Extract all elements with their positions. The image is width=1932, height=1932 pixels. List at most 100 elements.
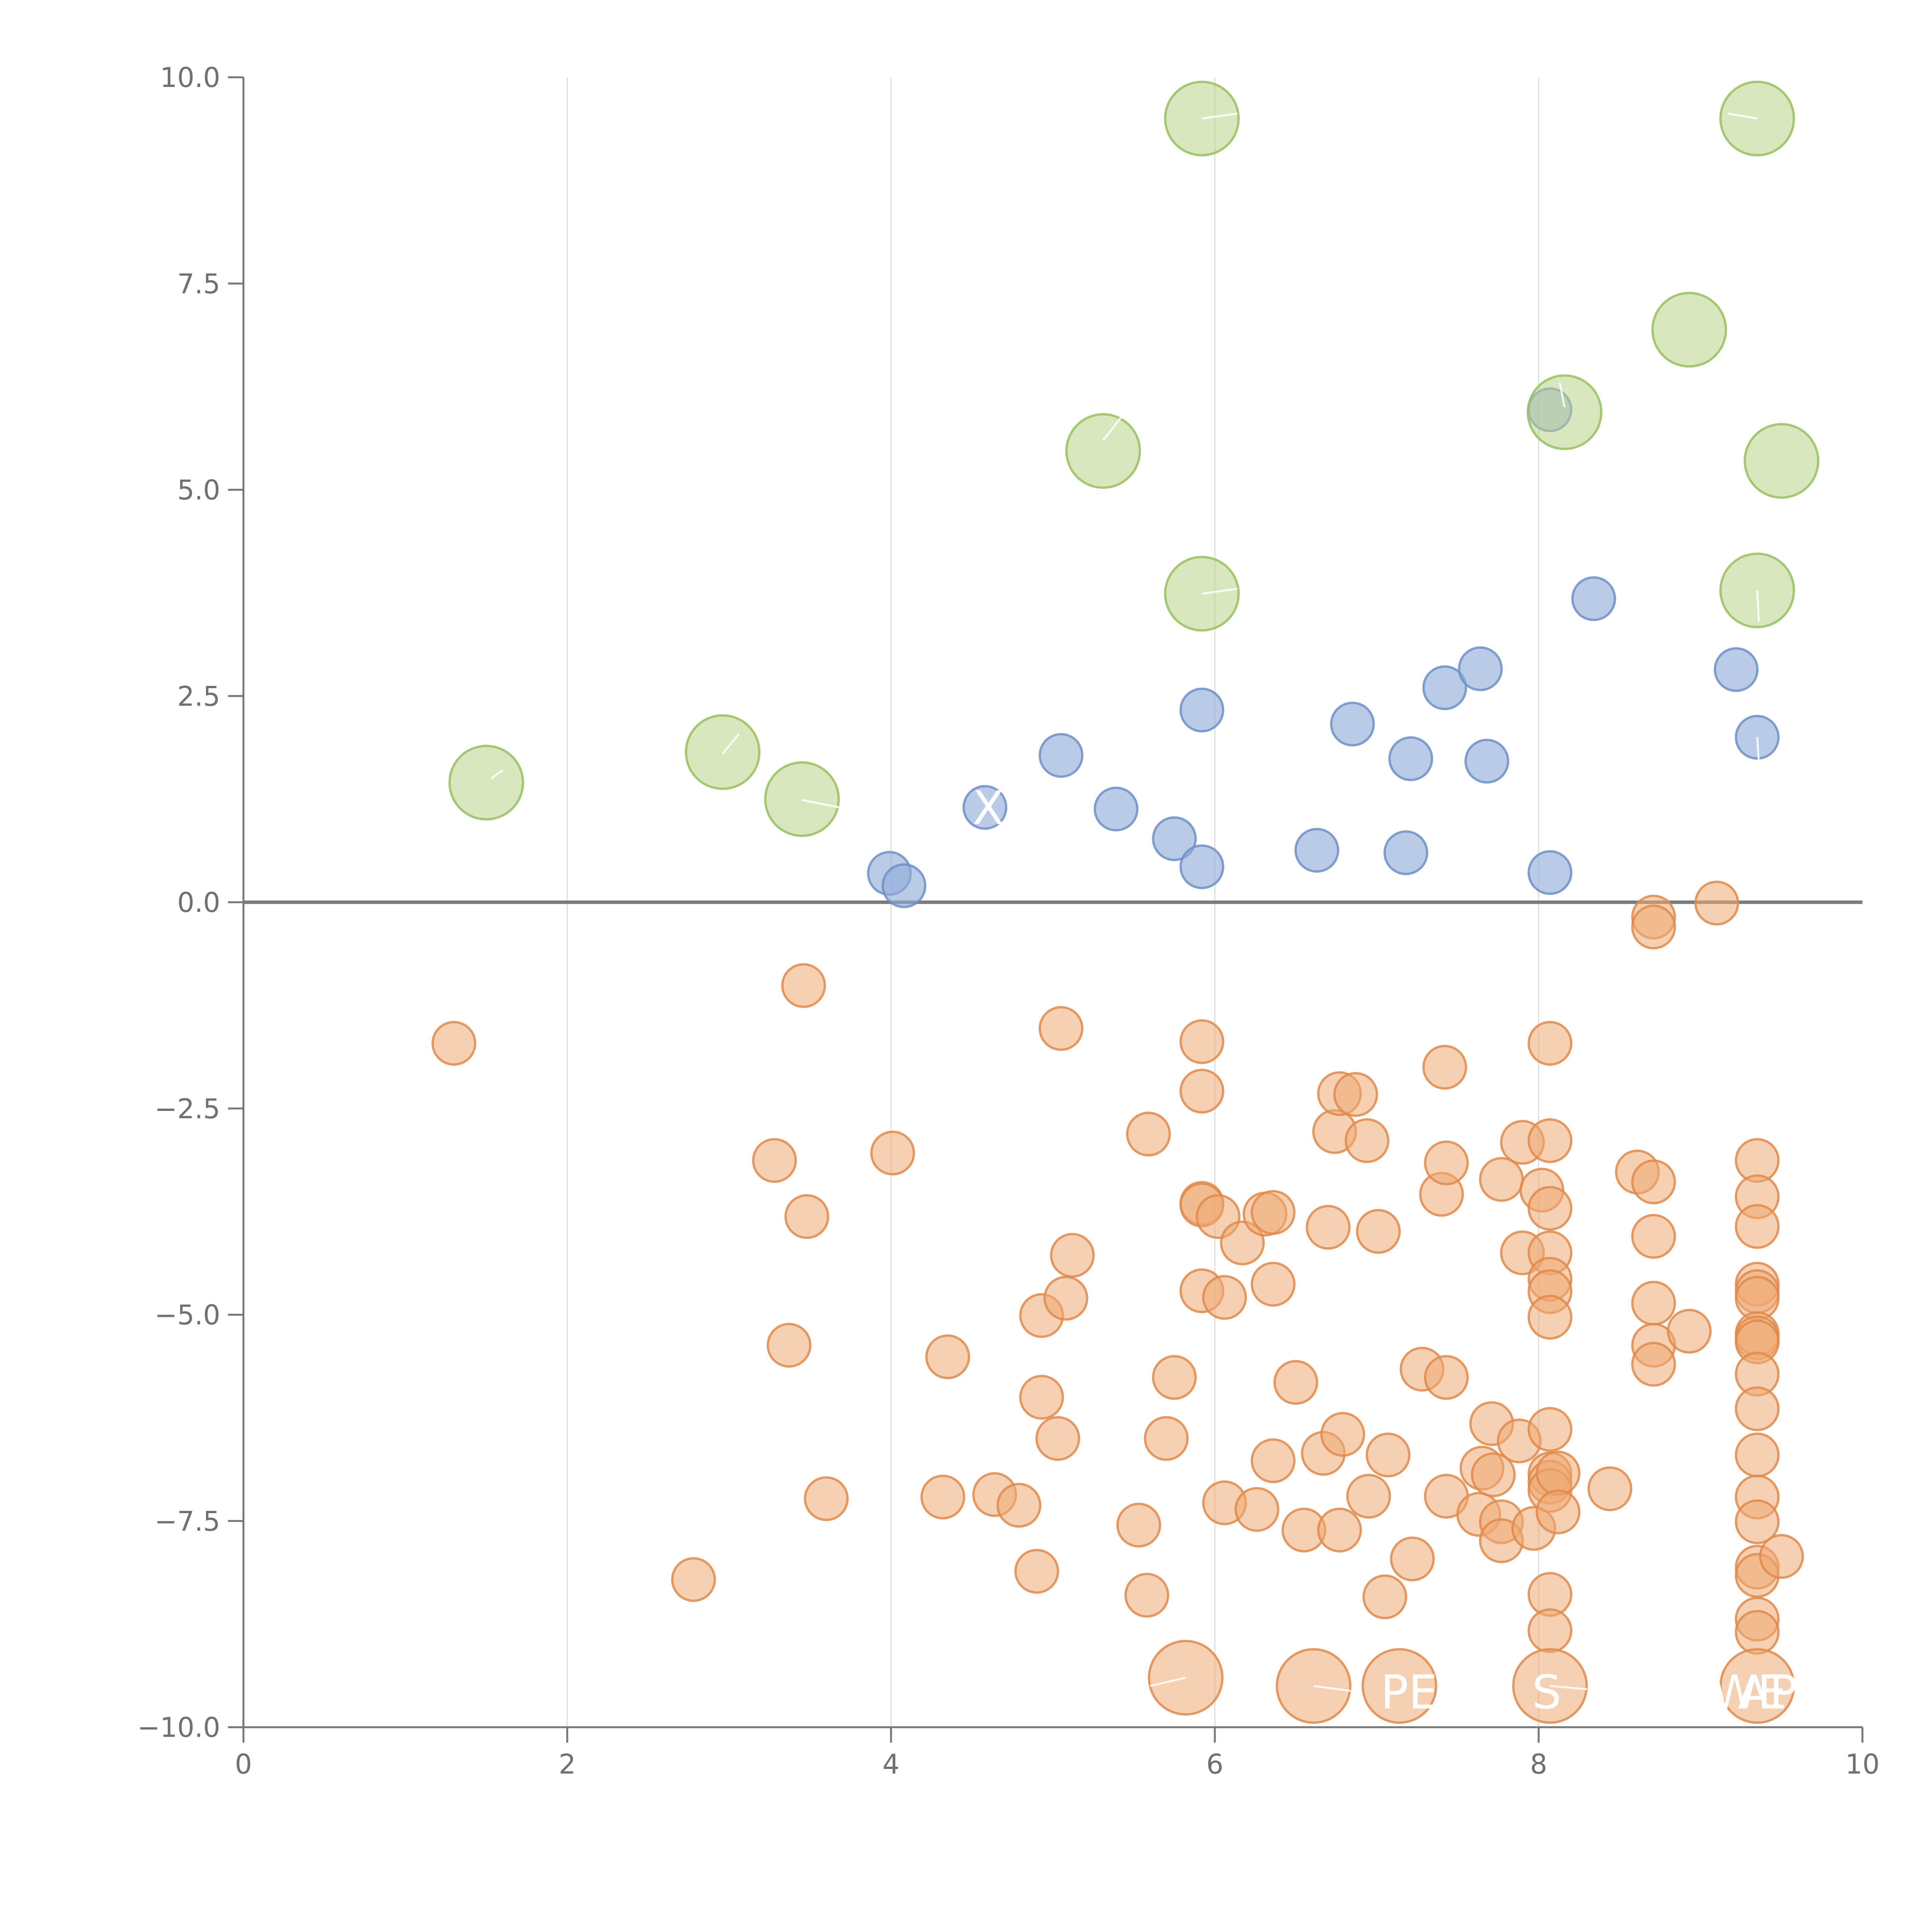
negative-small-point: [1362, 1574, 1407, 1619]
positive-small-point: [1094, 786, 1139, 832]
positive-small-point: [881, 863, 927, 908]
bubble-label: APP: [1738, 1666, 1825, 1720]
negative-small-point: [1527, 1118, 1573, 1163]
negative-small-point: [1014, 1549, 1060, 1594]
negative-small-point: [1390, 1536, 1435, 1582]
positive-small-point: [1152, 816, 1197, 861]
negative-small-point: [1152, 1355, 1197, 1400]
positive-small-point: [1464, 738, 1509, 784]
negative-small-point: [1735, 1386, 1780, 1431]
leader-line: [1202, 112, 1238, 120]
leader-line: [1550, 1685, 1587, 1690]
positive-small-point: [1571, 576, 1616, 621]
y-tick-label: −5.0: [155, 1299, 220, 1331]
positive-small-point: [1388, 736, 1433, 781]
negative-small-point: [1631, 905, 1676, 950]
y-tick-label: −2.5: [155, 1093, 220, 1125]
x-tick-label: 6: [1206, 1748, 1224, 1780]
negative-small-point: [1179, 1068, 1225, 1114]
negative-small-point: [1043, 1276, 1088, 1321]
negative-small-point: [1250, 1262, 1296, 1307]
bubble-label: WE: [1711, 1666, 1786, 1720]
leader-line: [722, 733, 740, 755]
leader-line: [1728, 112, 1758, 120]
positive-large-point: [1651, 292, 1727, 368]
negative-small-point: [1536, 1451, 1581, 1496]
negative-small-point: [1366, 1432, 1411, 1478]
negative-small-point: [1631, 1214, 1676, 1259]
negative-small-point: [1527, 1186, 1573, 1231]
negative-small-point: [1424, 1355, 1469, 1400]
positive-small-point: [1383, 830, 1429, 875]
y-tick-label: 0.0: [177, 887, 220, 918]
negative-small-point: [1527, 1608, 1573, 1653]
negative-small-point: [1306, 1205, 1351, 1250]
x-tick-label: 0: [235, 1748, 252, 1780]
negative-small-point: [1346, 1474, 1391, 1519]
negative-small-point: [1126, 1111, 1171, 1156]
negative-small-point: [804, 1476, 849, 1521]
x-tick-label: 10: [1845, 1748, 1879, 1780]
negative-small-point: [1471, 1452, 1516, 1497]
negative-small-point: [1667, 1309, 1712, 1354]
negative-small-point: [1116, 1502, 1162, 1548]
y-tick-label: 2.5: [177, 680, 220, 712]
axes: 0 2 4 6 8 10 −10.0 −7.5 −5.0 −2.5 0.0 2.5 5.0 7.5 10.0: [137, 62, 1879, 1780]
negative-small-point: [1144, 1416, 1189, 1461]
negative-small-point: [1631, 1281, 1676, 1326]
positive-large-point: [448, 745, 524, 821]
leader-line: [1102, 415, 1124, 441]
negative-small-point: [925, 1334, 970, 1379]
leader-line: [490, 769, 503, 779]
negative-small-point: [784, 1194, 830, 1239]
negative-small-point: [1050, 1233, 1095, 1278]
leader-line: [1150, 1677, 1186, 1687]
negative-small-point: [870, 1131, 915, 1176]
negative-small-point: [1344, 1118, 1389, 1163]
negative-small-point: [1631, 1342, 1676, 1387]
negative-large-point: [1361, 1648, 1437, 1724]
positive-small-point: [1294, 828, 1339, 873]
negative-small-point: [997, 1483, 1042, 1528]
positive-large-point: [764, 761, 840, 837]
leader-line: [1559, 382, 1566, 408]
negative-small-point: [752, 1138, 797, 1183]
negative-small-point: [671, 1557, 716, 1602]
negative-small-point: [1527, 1021, 1573, 1066]
negative-small-point: [1527, 1294, 1573, 1340]
negative-small-point: [1234, 1487, 1279, 1532]
negative-small-point: [1038, 1006, 1083, 1051]
leader-line: [1313, 1685, 1351, 1692]
negative-small-point: [1527, 1407, 1573, 1452]
negative-small-point: [1320, 1412, 1366, 1457]
positive-small-point: [1038, 733, 1083, 778]
negative-small-point: [1179, 1019, 1225, 1064]
negative-small-point: [1587, 1466, 1633, 1511]
negative-small-point: [1735, 1432, 1780, 1478]
positive-small-point: [963, 785, 1008, 830]
positive-small-point: [1179, 687, 1225, 733]
leader-line: [1202, 588, 1238, 595]
negative-small-point: [1759, 1534, 1804, 1579]
negative-small-point: [1317, 1507, 1362, 1553]
leader-line: [802, 799, 840, 808]
negative-small-point: [1536, 1489, 1581, 1534]
negative-small-point: [1735, 1610, 1780, 1655]
negative-small-point: [1735, 1499, 1780, 1544]
negative-small-point: [1250, 1438, 1296, 1483]
positive-large-point: [1743, 423, 1820, 499]
positive-small-point: [1422, 665, 1467, 710]
positive-large-point: [685, 714, 761, 790]
x-tick-label: 2: [559, 1748, 576, 1780]
negative-small-point: [1424, 1140, 1469, 1185]
y-tick-label: −10.0: [137, 1712, 220, 1743]
negative-small-point: [1694, 881, 1739, 926]
negative-small-point: [781, 963, 826, 1008]
positive-small-point: [1714, 647, 1759, 692]
y-tick-label: −7.5: [155, 1505, 220, 1537]
negative-small-point: [1631, 1159, 1676, 1204]
bubble-label: S: [1532, 1666, 1561, 1720]
